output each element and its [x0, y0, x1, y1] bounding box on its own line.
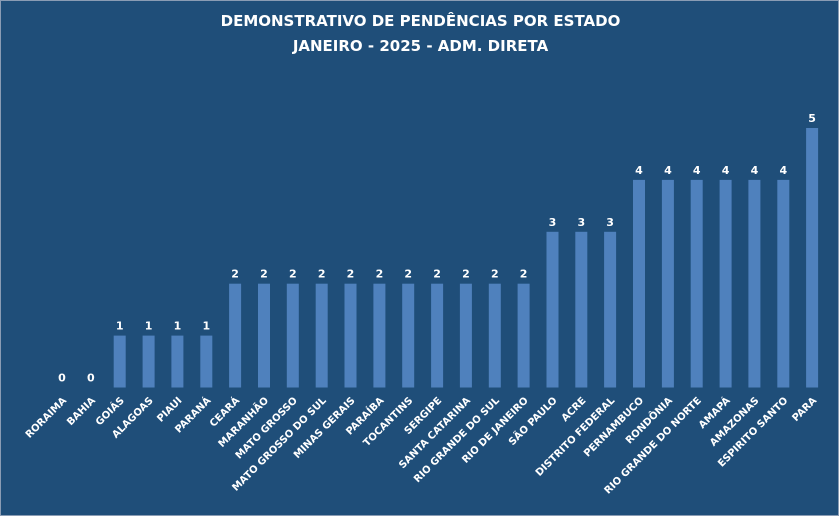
data-label-0: 0 [58, 372, 66, 385]
data-label-3: 1 [145, 320, 153, 333]
data-label-6: 2 [231, 268, 239, 281]
bar-25 [777, 179, 790, 388]
bar-22 [690, 179, 703, 388]
bar-4 [171, 335, 184, 388]
bar-12 [402, 283, 415, 388]
data-label-26: 5 [808, 112, 816, 125]
data-label-5: 1 [202, 320, 210, 333]
data-label-1: 0 [87, 372, 95, 385]
bar-19 [604, 231, 617, 388]
data-label-18: 3 [577, 216, 585, 229]
bar-16 [517, 283, 530, 388]
data-label-17: 3 [549, 216, 557, 229]
data-label-19: 3 [606, 216, 614, 229]
data-label-25: 4 [779, 164, 787, 177]
x-tick-label-26: PARA [791, 395, 820, 424]
data-label-2: 1 [116, 320, 124, 333]
x-tick-label-0: RORAIMA [24, 395, 69, 440]
bar-13 [431, 283, 444, 388]
data-label-16: 2 [520, 268, 528, 281]
data-label-9: 2 [318, 268, 326, 281]
x-tick-label-17: SÃO PAULO [506, 394, 560, 448]
x-tick-label-7: MARANHÃO [215, 394, 271, 450]
data-label-4: 1 [174, 320, 182, 333]
data-label-7: 2 [260, 268, 268, 281]
data-label-15: 2 [491, 268, 499, 281]
x-tick-label-1: BAHIA [65, 395, 98, 428]
bar-20 [633, 179, 645, 388]
data-label-20: 4 [635, 164, 643, 177]
bar-18 [575, 231, 588, 388]
data-label-11: 2 [376, 268, 384, 281]
bar-5 [200, 335, 213, 388]
bar-24 [748, 179, 761, 388]
bar-26 [806, 128, 819, 388]
bar-11 [373, 283, 386, 388]
bar-7 [258, 283, 270, 388]
bar-21 [661, 179, 674, 388]
bar-9 [315, 283, 328, 388]
data-label-21: 4 [664, 164, 672, 177]
data-label-22: 4 [693, 164, 701, 177]
data-label-8: 2 [289, 268, 297, 281]
chart-subtitle: JANEIRO - 2025 - ADM. DIRETA [292, 37, 549, 55]
bar-23 [719, 179, 732, 388]
chart-title: DEMONSTRATIVO DE PENDÊNCIAS POR ESTADO [220, 12, 621, 30]
data-label-13: 2 [433, 268, 441, 281]
bar-15 [488, 283, 501, 388]
bar-17 [546, 231, 559, 388]
data-label-12: 2 [404, 268, 412, 281]
bar-3 [142, 335, 155, 388]
bar-8 [286, 283, 299, 388]
bar-6 [229, 283, 242, 388]
bar-10 [344, 283, 357, 388]
data-label-24: 4 [751, 164, 759, 177]
data-label-14: 2 [462, 268, 470, 281]
data-label-23: 4 [722, 164, 730, 177]
bar-14 [459, 283, 472, 388]
data-label-10: 2 [347, 268, 355, 281]
bar-2 [113, 335, 126, 388]
